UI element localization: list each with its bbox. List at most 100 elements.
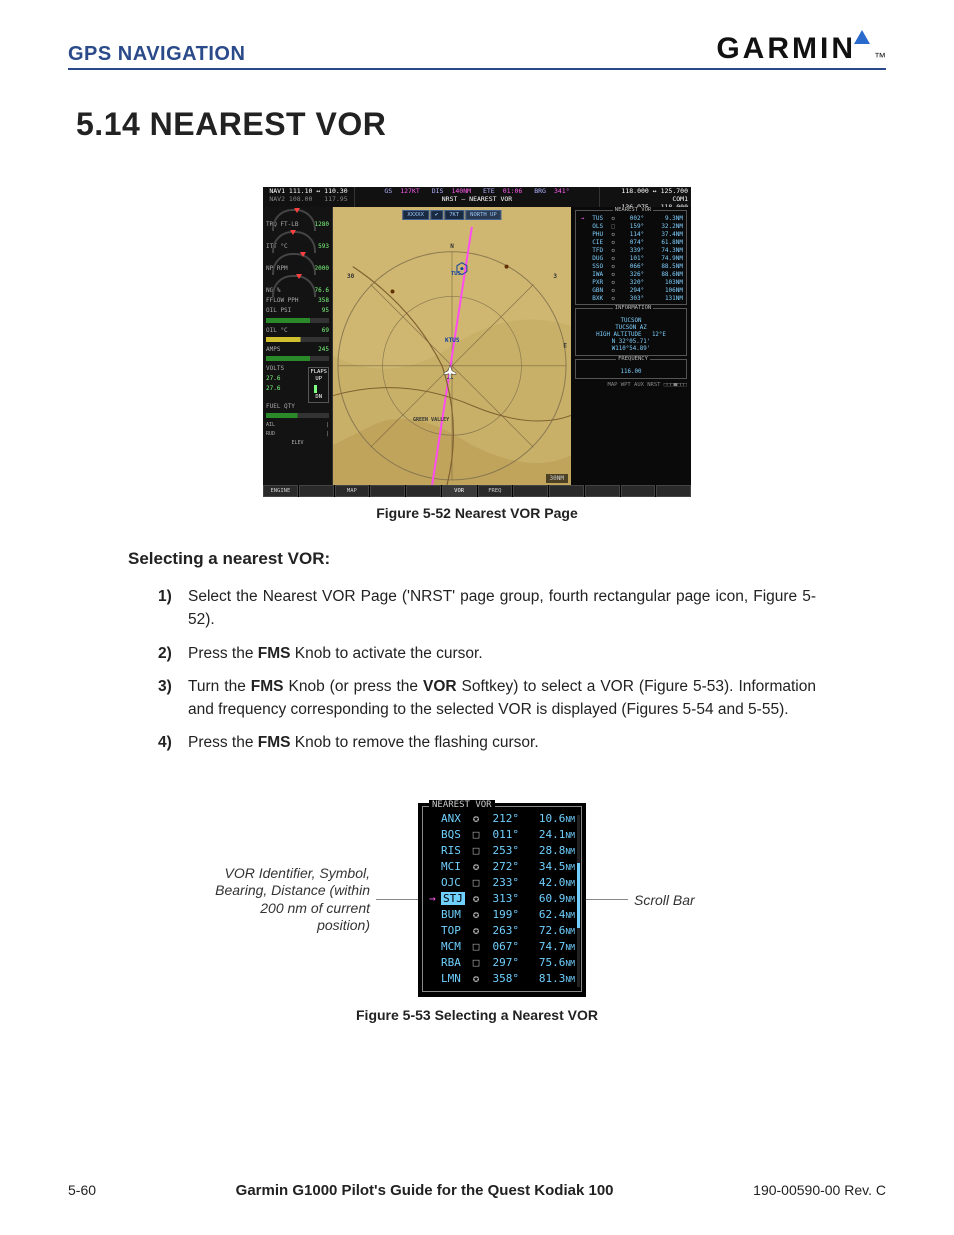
row-dst: 72.6NM: [521, 923, 577, 939]
vor-list-panel: NEAREST VOR ANX✪212°10.6NMBQS□011°24.1NM…: [418, 803, 586, 997]
row-dst: 74.7NM: [521, 939, 577, 955]
softkey[interactable]: [621, 485, 656, 497]
row-dst: 62.4NM: [521, 907, 577, 923]
brand-text: GARMIN: [716, 32, 856, 66]
vorlist-row: LMN✪358°81.3NM: [427, 971, 577, 987]
footer-title: Garmin G1000 Pilot's Guide for the Quest…: [236, 1182, 614, 1199]
vor-symbol-icon: ✪: [469, 971, 483, 987]
row-dst: 10.6NM: [521, 811, 577, 827]
vorlist-row: →STJ✪313°60.9NM: [427, 891, 577, 907]
vor-symbol-icon: ✪: [608, 246, 618, 254]
ail-label: AIL: [266, 422, 275, 429]
softkey[interactable]: FREQ: [478, 485, 513, 497]
row-id: RIS: [439, 843, 469, 859]
row-brg: 233°: [483, 875, 521, 891]
row-dst: 74.9NM: [645, 254, 684, 262]
fflow-val: 358: [318, 297, 329, 305]
nearest-table: →TUS✪002°9.3NMOLS□159°32.2NMPHU✪114°37.4…: [578, 214, 684, 302]
brand-tm: ™: [874, 50, 886, 64]
nearest-row: DUG✪101°74.9NM: [578, 254, 684, 262]
row-arrow-icon: [578, 262, 587, 270]
softkey[interactable]: ENGINE: [263, 485, 298, 497]
nearest-row: PXR✪320°103NM: [578, 278, 684, 286]
step-text: Press the FMS Knob to activate the curso…: [188, 642, 816, 665]
row-arrow-icon: [427, 875, 439, 891]
softkey[interactable]: [299, 485, 334, 497]
row-dst: 74.3NM: [645, 246, 684, 254]
softkey[interactable]: [513, 485, 548, 497]
figure-5-52-caption: Figure 5-52 Nearest VOR Page: [68, 505, 886, 521]
row-arrow-icon: [578, 238, 587, 246]
row-id: PXR: [587, 278, 608, 286]
row-dst: 88.6NM: [645, 270, 684, 278]
brg-label: BRG: [534, 187, 546, 195]
mfd-screenshot: NAV1 111.10 ↔ 110.30 NAV2 108.00 117.95 …: [263, 187, 691, 497]
row-arrow-icon: [427, 827, 439, 843]
fig53-right-annotation: Scroll Bar: [628, 892, 748, 908]
brg-val: 341°: [554, 187, 570, 195]
map-tus-label: TUS: [451, 271, 461, 277]
softkey[interactable]: [370, 485, 405, 497]
row-dst: 24.1NM: [521, 827, 577, 843]
row-brg: 326°: [618, 270, 645, 278]
compass-3: 3: [553, 273, 557, 280]
row-brg: 294°: [618, 286, 645, 294]
info-loc: TUCSON AZ: [578, 325, 684, 331]
row-arrow-icon: [427, 939, 439, 955]
dis-label: DIS: [432, 187, 444, 195]
nav2-label: NAV2: [269, 195, 285, 203]
ng-val: 76.6: [315, 287, 329, 295]
page-group-bar: MAP WPT AUX NRST □□□■□□□: [575, 382, 687, 388]
page-header: GPS NAVIGATION GARMIN ™: [68, 30, 886, 70]
step-number: 2): [158, 642, 188, 665]
step-item: 4)Press the FMS Knob to remove the flash…: [158, 731, 816, 754]
page-number: 5-60: [68, 1182, 96, 1198]
mfd-map: N E 30 3 KTUS TUS GREEN VALLEY XXXXX ✔ 7…: [333, 207, 571, 485]
row-dst: 131NM: [645, 294, 684, 302]
vor-symbol-icon: □: [469, 843, 483, 859]
scrollbar-thumb[interactable]: [577, 863, 580, 928]
scrollbar[interactable]: [577, 815, 580, 987]
row-brg: 272°: [483, 859, 521, 875]
nav-box: NAV1 111.10 ↔ 110.30 NAV2 108.00 117.95: [263, 187, 355, 207]
vorlist-row: ANX✪212°10.6NM: [427, 811, 577, 827]
vor-symbol-icon: ✪: [608, 214, 618, 222]
vorlist-table: ANX✪212°10.6NMBQS□011°24.1NMRIS□253°28.8…: [427, 811, 577, 987]
softkey[interactable]: MAP: [335, 485, 370, 497]
row-arrow-icon: [427, 859, 439, 875]
fflow-label: FFLOW PPH: [266, 297, 299, 305]
row-dst: 81.3NM: [521, 971, 577, 987]
nearest-row: →TUS✪002°9.3NM: [578, 214, 684, 222]
nearest-row: BXK✪303°131NM: [578, 294, 684, 302]
vor-symbol-icon: ✪: [608, 286, 618, 294]
info-name: TUCSON: [578, 318, 684, 324]
step-item: 2)Press the FMS Knob to activate the cur…: [158, 642, 816, 665]
com1-label: COM1: [672, 195, 688, 203]
step-item: 1)Select the Nearest VOR Page ('NRST' pa…: [158, 585, 816, 632]
row-id: TUS: [587, 214, 608, 222]
row-brg: 320°: [618, 278, 645, 286]
vor-symbol-icon: ✪: [469, 859, 483, 875]
dis-val: 140NM: [451, 187, 471, 195]
volts1-val: 27.6: [266, 375, 280, 383]
row-brg: 358°: [483, 971, 521, 987]
softkey[interactable]: VOR: [442, 485, 477, 497]
softkey[interactable]: [406, 485, 441, 497]
page-title: 5.14 NEAREST VOR: [76, 106, 886, 143]
map-ktus-label: KTUS: [445, 337, 459, 344]
row-id: CIE: [587, 238, 608, 246]
vor-symbol-icon: ✪: [608, 238, 618, 246]
volts2-val: 27.6: [266, 385, 280, 393]
compass-n: N: [450, 243, 454, 250]
softkey[interactable]: [585, 485, 620, 497]
nearest-vor-group: NEAREST VOR →TUS✪002°9.3NMOLS□159°32.2NM…: [575, 210, 687, 305]
row-arrow-icon: [578, 230, 587, 238]
info-lon: W110°54.89': [578, 346, 684, 352]
row-id: STJ: [439, 891, 469, 907]
softkey[interactable]: [549, 485, 584, 497]
nav1-active: 111.10: [289, 187, 312, 195]
doc-revision: 190-00590-00 Rev. C: [753, 1182, 886, 1198]
amps-bar: [266, 356, 329, 361]
softkey[interactable]: [656, 485, 691, 497]
vor-symbol-icon: □: [608, 222, 618, 230]
